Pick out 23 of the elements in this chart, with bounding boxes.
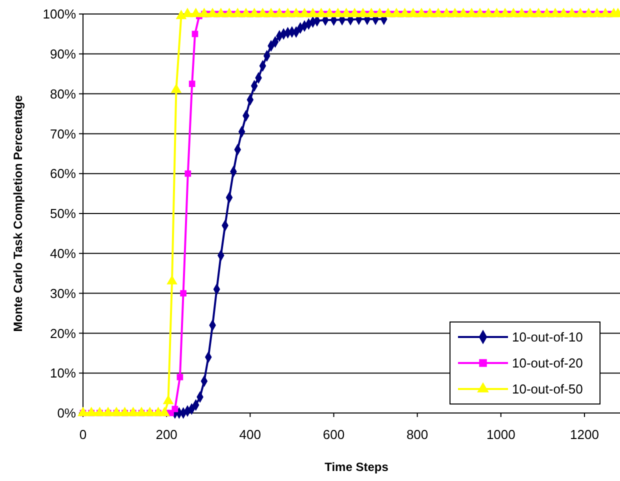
x-tick-label: 400 xyxy=(239,427,262,442)
legend-label: 10-out-of-20 xyxy=(512,356,583,371)
y-tick-label: 40% xyxy=(50,246,76,261)
x-tick-label: 0 xyxy=(79,427,87,442)
y-tick-label: 90% xyxy=(50,46,76,62)
y-tick-label: 10% xyxy=(50,366,76,381)
x-tick-label: 200 xyxy=(156,427,178,442)
x-tick-label: 800 xyxy=(406,427,428,442)
legend-label: 10-out-of-50 xyxy=(512,382,583,397)
y-tick-label: 50% xyxy=(50,206,76,222)
y-tick-label: 30% xyxy=(50,286,76,301)
y-tick-label: 20% xyxy=(50,326,76,341)
x-tick-label: 600 xyxy=(322,427,345,442)
y-axis-title: Monte Carlo Task Completion Percentage xyxy=(11,94,25,332)
x-axis-title: Time Steps xyxy=(324,460,389,474)
x-tick-label: 1200 xyxy=(570,427,599,442)
y-tick-label: 80% xyxy=(50,86,76,102)
y-tick-label: 60% xyxy=(50,166,76,182)
legend-label: 10-out-of-10 xyxy=(512,330,583,345)
x-tick-label: 1000 xyxy=(486,427,516,442)
y-tick-label: 70% xyxy=(50,126,76,142)
y-tick-label: 100% xyxy=(42,6,76,22)
y-tick-label: 0% xyxy=(57,406,76,421)
